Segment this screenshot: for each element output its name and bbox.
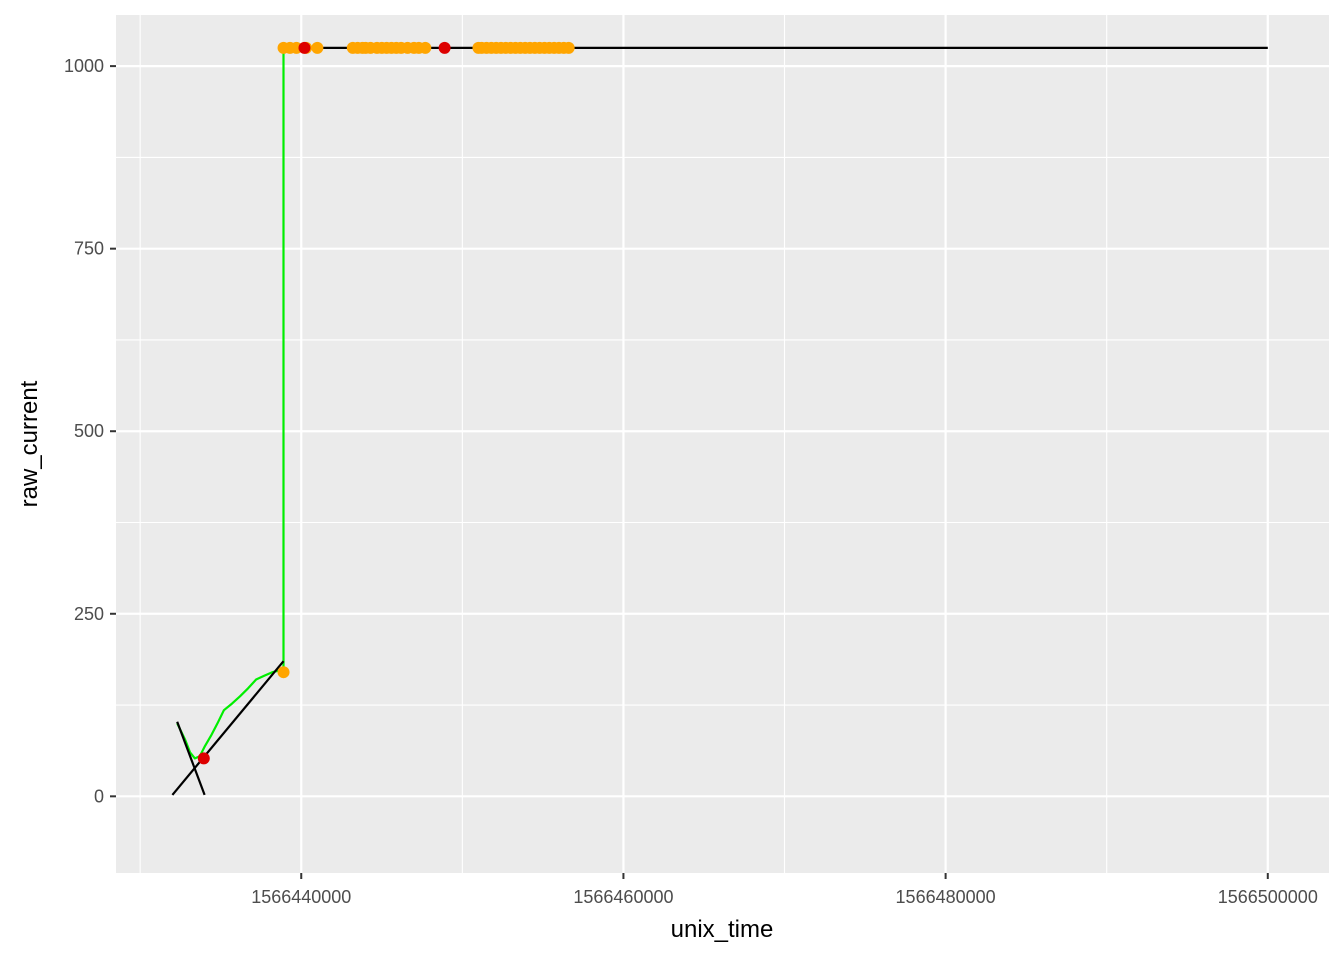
y-tick-label: 750 <box>74 239 104 259</box>
y-axis: 0 250 500 750 1000 <box>64 56 116 806</box>
plot-panel <box>116 15 1329 873</box>
y-tick-label: 0 <box>94 786 104 806</box>
y-axis-title: raw_current <box>16 380 43 507</box>
series-5-point <box>298 42 310 54</box>
series-5-point <box>439 42 451 54</box>
x-tick-label: 1566440000 <box>251 887 351 907</box>
x-tick-label: 1566460000 <box>573 887 673 907</box>
x-tick-label: 1566500000 <box>1218 887 1318 907</box>
series-4-point <box>563 42 575 54</box>
series-4-point <box>419 42 431 54</box>
x-axis-title: unix_time <box>671 916 774 943</box>
series-4-point <box>278 666 290 678</box>
y-tick-label: 1000 <box>64 56 104 76</box>
x-axis: 1566440000 1566460000 1566480000 1566500000 <box>251 873 1318 907</box>
series-4-point <box>311 42 323 54</box>
x-tick-label: 1566480000 <box>896 887 996 907</box>
y-tick-label: 500 <box>74 421 104 441</box>
series-5-point <box>198 752 210 764</box>
y-tick-label: 250 <box>74 604 104 624</box>
